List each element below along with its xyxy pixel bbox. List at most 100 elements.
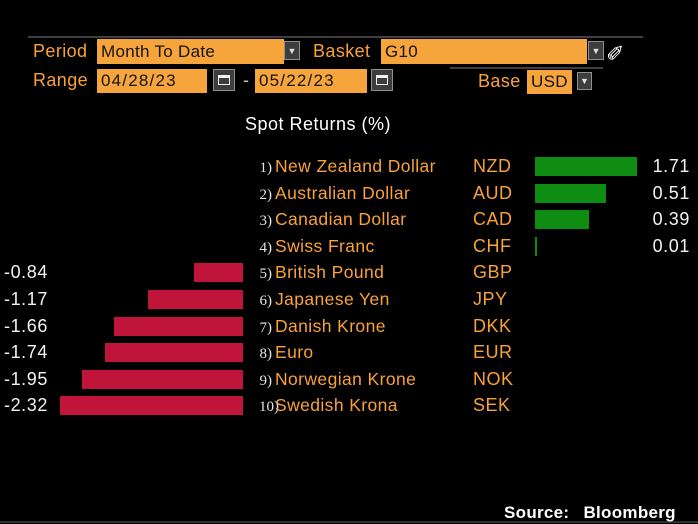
currency-row-label: 2) Australian Dollar — [259, 183, 473, 204]
currency-code: GBP — [473, 262, 513, 283]
row-rank: 3) — [259, 213, 273, 230]
currency-name: New Zealand Dollar — [275, 156, 436, 176]
currency-name: Swiss Franc — [275, 235, 375, 256]
bar-value-negative: -2.32 — [3, 395, 48, 416]
row-rank: 5) — [259, 266, 273, 283]
positive-bar-area — [535, 396, 640, 415]
negative-bar-area — [48, 290, 243, 309]
range-separator: - — [243, 70, 249, 90]
currency-code: CAD — [473, 209, 513, 230]
negative-bar-area — [48, 343, 243, 363]
period-dropdown-button[interactable]: ▼ — [284, 41, 300, 60]
chart-row: -1.66 7) Danish Krone DKK — [0, 313, 690, 340]
bar-negative — [194, 263, 243, 283]
basket-select[interactable]: G10 — [381, 39, 587, 64]
range-start-calendar-button[interactable] — [213, 69, 235, 91]
positive-bar-area — [535, 370, 640, 389]
bar-value-positive: 1.71 — [652, 156, 690, 176]
bar-value-negative: -1.74 — [3, 342, 48, 363]
currency-code: DKK — [473, 315, 512, 336]
chevron-down-icon: ▼ — [580, 76, 589, 86]
negative-bar-area — [48, 263, 243, 283]
base-select[interactable]: USD — [527, 70, 572, 94]
basket-dropdown-button[interactable]: ▼ — [588, 41, 604, 60]
positive-bar-area — [535, 157, 640, 176]
positive-bar-area — [535, 210, 640, 230]
chart-row: -1.17 6) Japanese Yen JPY — [0, 286, 690, 313]
base-dropdown-button[interactable]: ▼ — [577, 72, 592, 90]
bar-value-negative: -1.95 — [3, 368, 48, 389]
negative-bar-area — [48, 210, 243, 229]
base-divider — [450, 67, 603, 69]
top-divider — [28, 36, 643, 38]
chevron-down-icon: ▼ — [287, 45, 297, 56]
period-select[interactable]: Month To Date — [97, 39, 284, 64]
base-label: Base — [478, 71, 521, 91]
chart-row: -0.84 5) British Pound GBP — [0, 259, 690, 286]
bar-positive — [535, 157, 637, 176]
currency-row-label: 8) Euro — [259, 342, 473, 363]
positive-bar-area — [535, 343, 640, 362]
currency-name: Canadian Dollar — [275, 209, 407, 230]
bar-value-positive: 0.01 — [652, 235, 690, 256]
currency-code: NOK — [473, 368, 514, 389]
currency-name: Danish Krone — [275, 315, 386, 336]
currency-name: Euro — [275, 342, 314, 363]
negative-bar-area — [48, 396, 243, 416]
bar-negative — [148, 290, 243, 309]
bar-positive — [535, 210, 589, 230]
currency-code: EUR — [473, 342, 513, 363]
calendar-icon — [376, 75, 388, 85]
bar-value-negative: -1.17 — [3, 289, 48, 309]
range-end-input[interactable]: 05/22/23 — [255, 69, 367, 93]
currency-name: Australian Dollar — [275, 182, 411, 203]
row-rank: 4) — [259, 239, 273, 256]
bar-negative — [105, 343, 243, 363]
bar-negative — [60, 396, 243, 416]
row-rank: 2) — [259, 186, 273, 203]
currency-name: Norwegian Krone — [275, 368, 417, 389]
chart-row: 4) Swiss Franc CHF 0.01 — [0, 233, 690, 260]
chart-row: -2.32 10)Swedish Krona SEK — [0, 392, 690, 419]
currency-code: JPY — [473, 289, 508, 309]
negative-bar-area — [48, 184, 243, 203]
chart-row: -1.95 9) Norwegian Krone NOK — [0, 366, 690, 393]
chart-title: Spot Returns (%) — [245, 114, 392, 134]
currency-row-label: 10)Swedish Krona — [259, 395, 473, 416]
positive-bar-area — [535, 290, 640, 309]
range-label: Range — [33, 70, 89, 90]
bottom-edge — [0, 521, 698, 523]
source-value: Bloomberg — [583, 503, 676, 522]
range-end-calendar-button[interactable] — [371, 69, 393, 91]
currency-row-label: 6) Japanese Yen — [259, 289, 473, 310]
row-rank: 10) — [259, 399, 279, 416]
calendar-icon — [218, 75, 230, 85]
bar-value-positive: 0.39 — [652, 209, 690, 230]
source-credit: Source: Bloomberg — [504, 503, 676, 523]
negative-bar-area — [48, 316, 243, 336]
positive-bar-area — [535, 183, 640, 203]
currency-code: CHF — [473, 235, 512, 256]
negative-bar-area — [48, 157, 243, 176]
currency-row-label: 1) New Zealand Dollar — [259, 156, 473, 177]
bar-value-positive: 0.51 — [652, 182, 690, 203]
bar-negative — [82, 369, 243, 389]
currency-name: Swedish Krona — [275, 395, 398, 416]
chart-row: 1) New Zealand Dollar NZD 1.71 — [0, 153, 690, 180]
row-rank: 7) — [259, 319, 273, 336]
bar-negative — [114, 316, 243, 336]
range-start-input[interactable]: 04/28/23 — [97, 69, 207, 93]
row-rank: 8) — [259, 346, 273, 363]
negative-bar-area — [48, 369, 243, 389]
currency-name: British Pound — [275, 262, 385, 283]
bar-value-negative: -1.66 — [3, 315, 48, 336]
chart-row: 3) Canadian Dollar CAD 0.39 — [0, 206, 690, 233]
currency-row-label: 3) Canadian Dollar — [259, 209, 473, 230]
currency-row-label: 4) Swiss Franc — [259, 236, 473, 257]
period-label: Period — [33, 41, 88, 61]
row-rank: 6) — [259, 293, 273, 309]
currency-name: Japanese Yen — [275, 289, 390, 309]
positive-bar-area — [535, 263, 640, 282]
positive-bar-area — [535, 236, 640, 256]
